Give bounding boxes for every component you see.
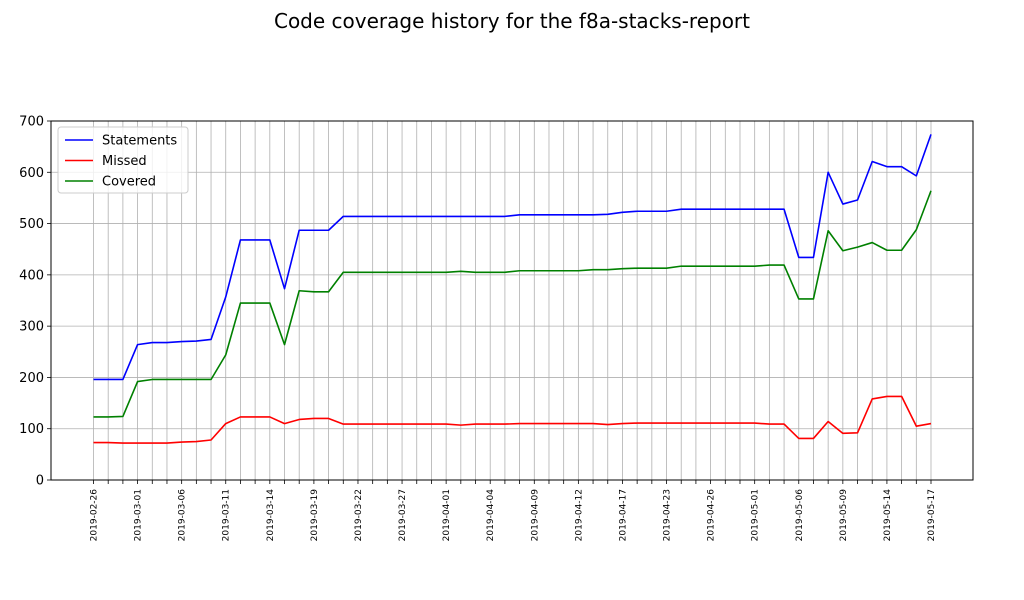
x-tick-label: 2019-03-11 (222, 489, 232, 541)
x-tick-label: 2019-04-01 (442, 489, 452, 541)
series-line-covered (93, 190, 932, 418)
x-tick-label: 2019-04-09 (530, 489, 540, 542)
y-tick-label: 600 (19, 166, 44, 181)
x-tick-label: 2019-03-06 (178, 489, 188, 542)
x-tick-label: 2019-03-27 (398, 489, 408, 541)
y-tick-label: 300 (19, 320, 44, 335)
x-tick-label: 2019-05-14 (883, 489, 893, 542)
legend-label-covered: Covered (102, 175, 156, 190)
x-tick-label: 2019-05-17 (927, 489, 937, 541)
x-tick-label: 2019-03-14 (266, 489, 276, 542)
x-tick-label: 2019-05-06 (795, 489, 805, 542)
x-tick-label: 2019-04-26 (707, 489, 717, 542)
y-tick-label: 500 (19, 217, 44, 232)
y-tick-label: 400 (19, 268, 44, 283)
y-tick-label: 0 (36, 474, 44, 489)
y-tick-label: 200 (19, 371, 44, 386)
x-tick-label: 2019-03-19 (310, 489, 320, 542)
x-tick-label: 2019-03-22 (354, 489, 364, 541)
series-line-missed (93, 395, 932, 444)
legend: Statements Missed Covered (57, 126, 189, 194)
series-lines (93, 134, 932, 444)
y-tick-label: 100 (19, 422, 44, 437)
x-tick-label: 2019-04-23 (663, 489, 673, 541)
legend-box (57, 126, 189, 194)
x-tick-label: 2019-04-17 (618, 489, 628, 541)
chart-title: Code coverage history for the f8a-stacks… (274, 9, 750, 33)
legend-label-missed: Missed (102, 154, 147, 169)
x-tick-label: 2019-05-01 (751, 489, 761, 541)
x-axis: 2019-02-26 2019-03-01 2019-03-06 2019-03-11… (90, 480, 937, 542)
legend-label-statements: Statements (102, 134, 177, 149)
y-tick-label: 700 (19, 115, 44, 130)
x-tick-label: 2019-04-12 (574, 489, 584, 541)
x-tick-label: 2019-04-04 (486, 489, 496, 542)
x-tick-label: 2019-03-01 (134, 489, 144, 541)
x-tick-label: 2019-02-26 (90, 489, 100, 542)
y-axis: 0 100 200 300 400 500 600 700 (19, 115, 51, 489)
series-line-statements (93, 134, 932, 381)
x-tick-label: 2019-05-09 (839, 489, 849, 542)
plot-frame (50, 120, 974, 481)
